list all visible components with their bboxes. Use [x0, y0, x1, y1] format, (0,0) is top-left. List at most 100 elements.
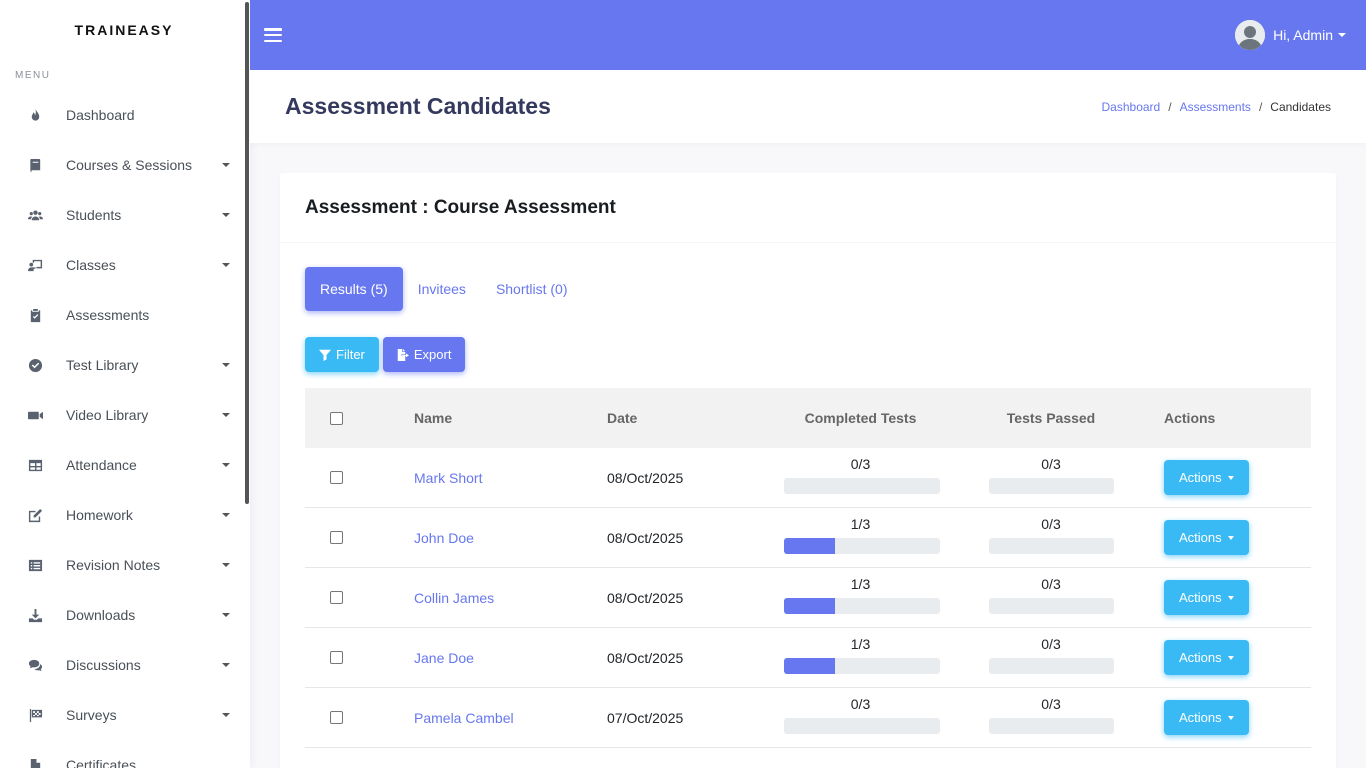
sidebar-item-attendance[interactable]: Attendance: [0, 440, 250, 490]
sidebar-item-label: Revision Notes: [66, 557, 161, 573]
file-icon: [26, 756, 44, 768]
candidate-name-link[interactable]: Pamela Cambel: [414, 709, 514, 726]
sidebar-item-revision-notes[interactable]: Revision Notes: [0, 540, 250, 590]
column-header-date[interactable]: Date: [607, 410, 638, 426]
sidebar-item-label: Dashboard: [66, 107, 135, 123]
completed-progress-bar: [783, 477, 940, 494]
actions-dropdown-button[interactable]: Actions: [1164, 520, 1249, 555]
sidebar-item-courses-sessions[interactable]: Courses & Sessions: [0, 140, 250, 190]
tab-invitees[interactable]: Invitees: [417, 281, 466, 297]
book-icon: [26, 156, 44, 174]
filter-icon: [319, 349, 331, 361]
completed-progress-bar: [783, 657, 940, 674]
sidebar-item-certificates[interactable]: Certificates: [0, 740, 250, 768]
row-checkbox[interactable]: [330, 711, 343, 724]
user-menu[interactable]: Hi, Admin: [1235, 20, 1346, 50]
passed-progress-bar: [988, 477, 1114, 494]
page-title: Assessment Candidates: [285, 93, 551, 119]
sidebar-item-label: Downloads: [66, 607, 136, 623]
user-greeting: Hi, Admin: [1273, 27, 1333, 43]
candidate-name-link[interactable]: Jane Doe: [414, 649, 474, 666]
sidebar-item-label: Surveys: [66, 707, 117, 723]
sidebar-item-test-library[interactable]: Test Library: [0, 340, 250, 390]
column-header-passed[interactable]: Tests Passed: [1006, 410, 1096, 426]
candidate-date: 08/Oct/2025: [607, 529, 684, 546]
export-label: Export: [413, 347, 452, 362]
edit-icon: [26, 506, 44, 524]
candidate-date: 08/Oct/2025: [607, 649, 684, 666]
candidate-name-link[interactable]: Mark Short: [414, 469, 483, 486]
chevron-down-icon: [1227, 535, 1234, 540]
chevron-down-icon: [222, 463, 230, 467]
sidebar-item-label: Certificates: [66, 757, 137, 768]
chevron-down-icon: [222, 713, 230, 717]
tests-passed-value: 0/3: [1041, 575, 1061, 592]
fire-icon: [26, 106, 44, 124]
tab-results[interactable]: Results (5): [305, 267, 403, 311]
sidebar-item-label: Discussions: [66, 657, 141, 673]
breadcrumb: Dashboard / Assessments / Candidates: [1102, 100, 1331, 114]
sidebar-item-classes[interactable]: Classes: [0, 240, 250, 290]
tests-passed-value: 0/3: [1041, 515, 1061, 532]
table-row: Jane Doe 08/Oct/2025 1/3 0/3 Actions: [305, 628, 1311, 688]
breadcrumb-separator: /: [1168, 99, 1172, 114]
sidebar-item-discussions[interactable]: Discussions: [0, 640, 250, 690]
row-checkbox[interactable]: [330, 531, 343, 544]
passed-progress-bar: [988, 717, 1114, 734]
tab-shortlist[interactable]: Shortlist (0): [495, 281, 568, 297]
chevron-down-icon: [1227, 655, 1234, 660]
column-header-completed[interactable]: Completed Tests: [804, 410, 917, 426]
chevron-down-icon: [1227, 595, 1234, 600]
menu-heading: MENU: [15, 70, 51, 81]
tests-passed-value: 0/3: [1041, 455, 1061, 472]
chevron-down-icon: [222, 613, 230, 617]
clipboard-check-icon: [26, 306, 44, 324]
candidate-name-link[interactable]: Collin James: [414, 589, 495, 606]
chevron-down-icon: [222, 413, 230, 417]
breadcrumb-dashboard[interactable]: Dashboard: [1101, 99, 1161, 114]
avatar: [1235, 20, 1266, 50]
chevron-down-icon: [222, 263, 230, 267]
card-title: Assessment : Course Assessment: [305, 196, 616, 218]
sidebar-item-assessments[interactable]: Assessments: [0, 290, 250, 340]
filter-button[interactable]: Filter: [305, 337, 379, 372]
sidebar-item-video-library[interactable]: Video Library: [0, 390, 250, 440]
actions-dropdown-button[interactable]: Actions: [1164, 580, 1249, 615]
sidebar-item-label: Video Library: [66, 407, 149, 423]
table-row: John Doe 08/Oct/2025 1/3 0/3 Actions: [305, 508, 1311, 568]
hamburger-menu-icon[interactable]: [264, 28, 282, 42]
completed-tests-value: 1/3: [850, 575, 871, 592]
sidebar-item-label: Assessments: [66, 307, 150, 323]
sidebar-scrollbar[interactable]: [245, 2, 249, 504]
candidate-name-link[interactable]: John Doe: [414, 529, 474, 546]
check-circle-icon: [26, 356, 44, 374]
tests-passed-value: 0/3: [1041, 635, 1061, 652]
file-export-icon: [397, 348, 409, 361]
brand-logo[interactable]: TRAINEASY: [74, 22, 174, 38]
filter-label: Filter: [336, 347, 365, 362]
sidebar-item-dashboard[interactable]: Dashboard: [0, 90, 250, 140]
chevron-down-icon: [222, 513, 230, 517]
sidebar-item-students[interactable]: Students: [0, 190, 250, 240]
row-checkbox[interactable]: [330, 651, 343, 664]
select-all-checkbox[interactable]: [330, 411, 343, 425]
actions-dropdown-button[interactable]: Actions: [1164, 460, 1249, 495]
sidebar-item-homework[interactable]: Homework: [0, 490, 250, 540]
column-header-name[interactable]: Name: [414, 410, 453, 426]
breadcrumb-assessments[interactable]: Assessments: [1179, 99, 1251, 114]
table-row: Collin James 08/Oct/2025 1/3 0/3 Actions: [305, 568, 1311, 628]
section-header: Assessment Candidates Dashboard / Assess…: [250, 70, 1366, 143]
row-checkbox[interactable]: [330, 591, 343, 604]
sidebar-item-downloads[interactable]: Downloads: [0, 590, 250, 640]
actions-dropdown-button[interactable]: Actions: [1164, 640, 1249, 675]
export-button[interactable]: Export: [382, 337, 466, 372]
actions-dropdown-button[interactable]: Actions: [1164, 700, 1249, 735]
sidebar-item-surveys[interactable]: Surveys: [0, 690, 250, 740]
table-icon: [26, 456, 44, 474]
flag-checkered-icon: [26, 706, 44, 724]
comments-icon: [26, 656, 44, 674]
row-checkbox[interactable]: [330, 471, 343, 484]
chevron-down-icon: [222, 363, 230, 367]
completed-tests-value: 0/3: [850, 455, 871, 472]
candidate-date: 08/Oct/2025: [607, 469, 684, 486]
